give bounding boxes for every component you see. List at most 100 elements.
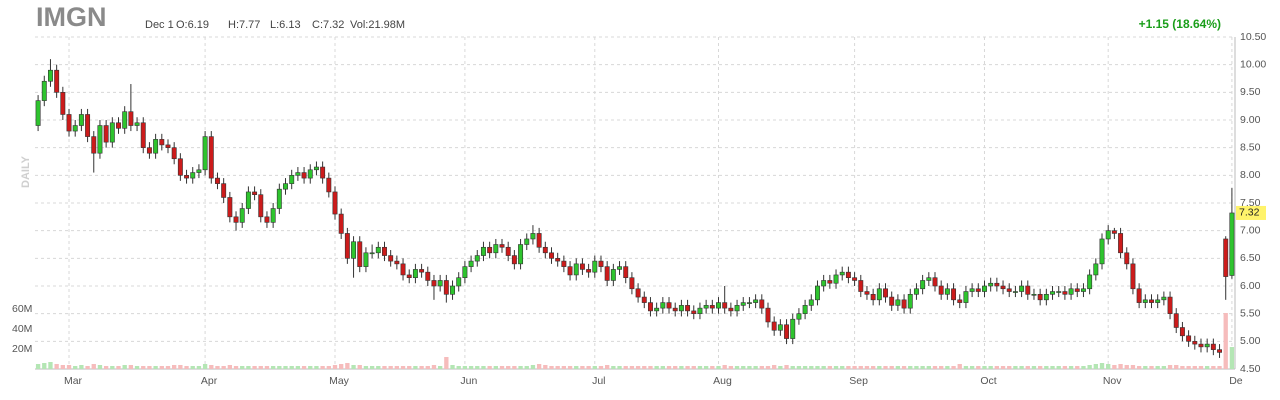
candle-body [660, 302, 666, 309]
volume-bar [1050, 366, 1055, 369]
candle-body [641, 296, 647, 303]
candle-body [994, 282, 1000, 287]
candle-body [555, 258, 561, 262]
volume-bar [765, 366, 771, 369]
candle-body [474, 255, 480, 262]
candle-body [177, 158, 183, 176]
volume-bar [264, 366, 270, 369]
volume-bar [1013, 366, 1018, 369]
volume-bar [840, 366, 845, 369]
candle-body [215, 177, 220, 184]
candle-body [815, 285, 820, 301]
volume-bar [1130, 365, 1136, 369]
candle-body [1198, 343, 1204, 348]
volume-bar [178, 365, 183, 369]
candle-body [759, 299, 765, 309]
volume-bar [128, 365, 134, 369]
volume-bar [258, 366, 263, 369]
candle-body [47, 69, 53, 82]
date: Dec 1 [145, 19, 174, 31]
candle-body [499, 244, 505, 248]
volume-bar [673, 366, 678, 369]
candle-body [629, 277, 635, 290]
candle-body [1105, 230, 1111, 240]
candle-body [1037, 293, 1043, 301]
volume-bar [592, 366, 597, 369]
candle-body [1124, 252, 1130, 265]
candle-body [400, 263, 406, 276]
candle-body [450, 285, 455, 295]
candle-body [852, 277, 858, 281]
volume-bar [339, 364, 344, 369]
volume-bar [1112, 365, 1117, 369]
volume-bar [1223, 313, 1228, 369]
candle-body [1074, 288, 1080, 292]
volume-bar [295, 366, 301, 369]
volume-bar [85, 366, 90, 369]
candle-body [845, 271, 851, 278]
candle-body [635, 288, 641, 298]
candle-body [920, 280, 926, 290]
candle-body [573, 263, 579, 276]
candle-body [1118, 233, 1124, 254]
ticker: IMGN [36, 2, 107, 32]
volume-bar [252, 366, 257, 369]
volume-bar [54, 364, 59, 369]
candle-body [1099, 238, 1105, 265]
candle-body [85, 114, 91, 137]
volume-bar [963, 366, 969, 369]
volume-bar [741, 366, 746, 369]
candle-body [412, 269, 418, 278]
volume-bar [462, 366, 468, 369]
volume-bar [648, 366, 653, 369]
volume-bar [691, 366, 696, 369]
volume-bar [574, 366, 579, 369]
candle-body [796, 313, 802, 320]
volume-bar [35, 364, 41, 369]
candle-body [283, 183, 288, 190]
volume-bar [1155, 366, 1160, 369]
volume-bar [431, 365, 437, 369]
candle-body [604, 266, 610, 281]
candle-body [264, 216, 270, 223]
candle-body [233, 216, 239, 223]
candle-body [307, 169, 313, 179]
volume-bar [1180, 366, 1185, 369]
volume-bar [1056, 366, 1061, 369]
volume-bar [567, 366, 573, 369]
volume-bar [796, 366, 802, 369]
candle-body [957, 299, 963, 303]
volume-bar [1037, 366, 1043, 369]
volume-bar [697, 366, 703, 369]
candle-body [443, 280, 449, 295]
candle-body [858, 280, 864, 292]
volume-bar [870, 366, 876, 369]
candle-body [252, 191, 258, 196]
x-tick-label: Mar [64, 375, 83, 387]
candle-body [542, 246, 548, 254]
volume-bar [1174, 365, 1179, 369]
candle-body [146, 147, 152, 154]
volume-bar [91, 364, 96, 369]
candle-body [1186, 335, 1192, 342]
y-tick-label: 6.50 [1240, 252, 1261, 264]
volume-bar [376, 366, 381, 369]
volume-bar [1211, 366, 1216, 369]
volume-bar [60, 365, 65, 369]
candle-body [623, 266, 629, 278]
volume-bar [246, 366, 251, 369]
candle-body [208, 136, 214, 179]
volume-bar [388, 366, 393, 369]
candle-body [1093, 263, 1099, 276]
y-tick-label: 5.50 [1240, 307, 1261, 319]
candle-body [165, 144, 171, 148]
volume-bar [1198, 366, 1204, 369]
volume-bar [1217, 366, 1222, 369]
candle-body [536, 233, 542, 248]
candle-body [895, 299, 901, 306]
volume-bar [400, 366, 406, 369]
candle-body [227, 197, 233, 218]
price-tag: 7.32 [1239, 207, 1260, 219]
volume-bar [134, 366, 140, 369]
